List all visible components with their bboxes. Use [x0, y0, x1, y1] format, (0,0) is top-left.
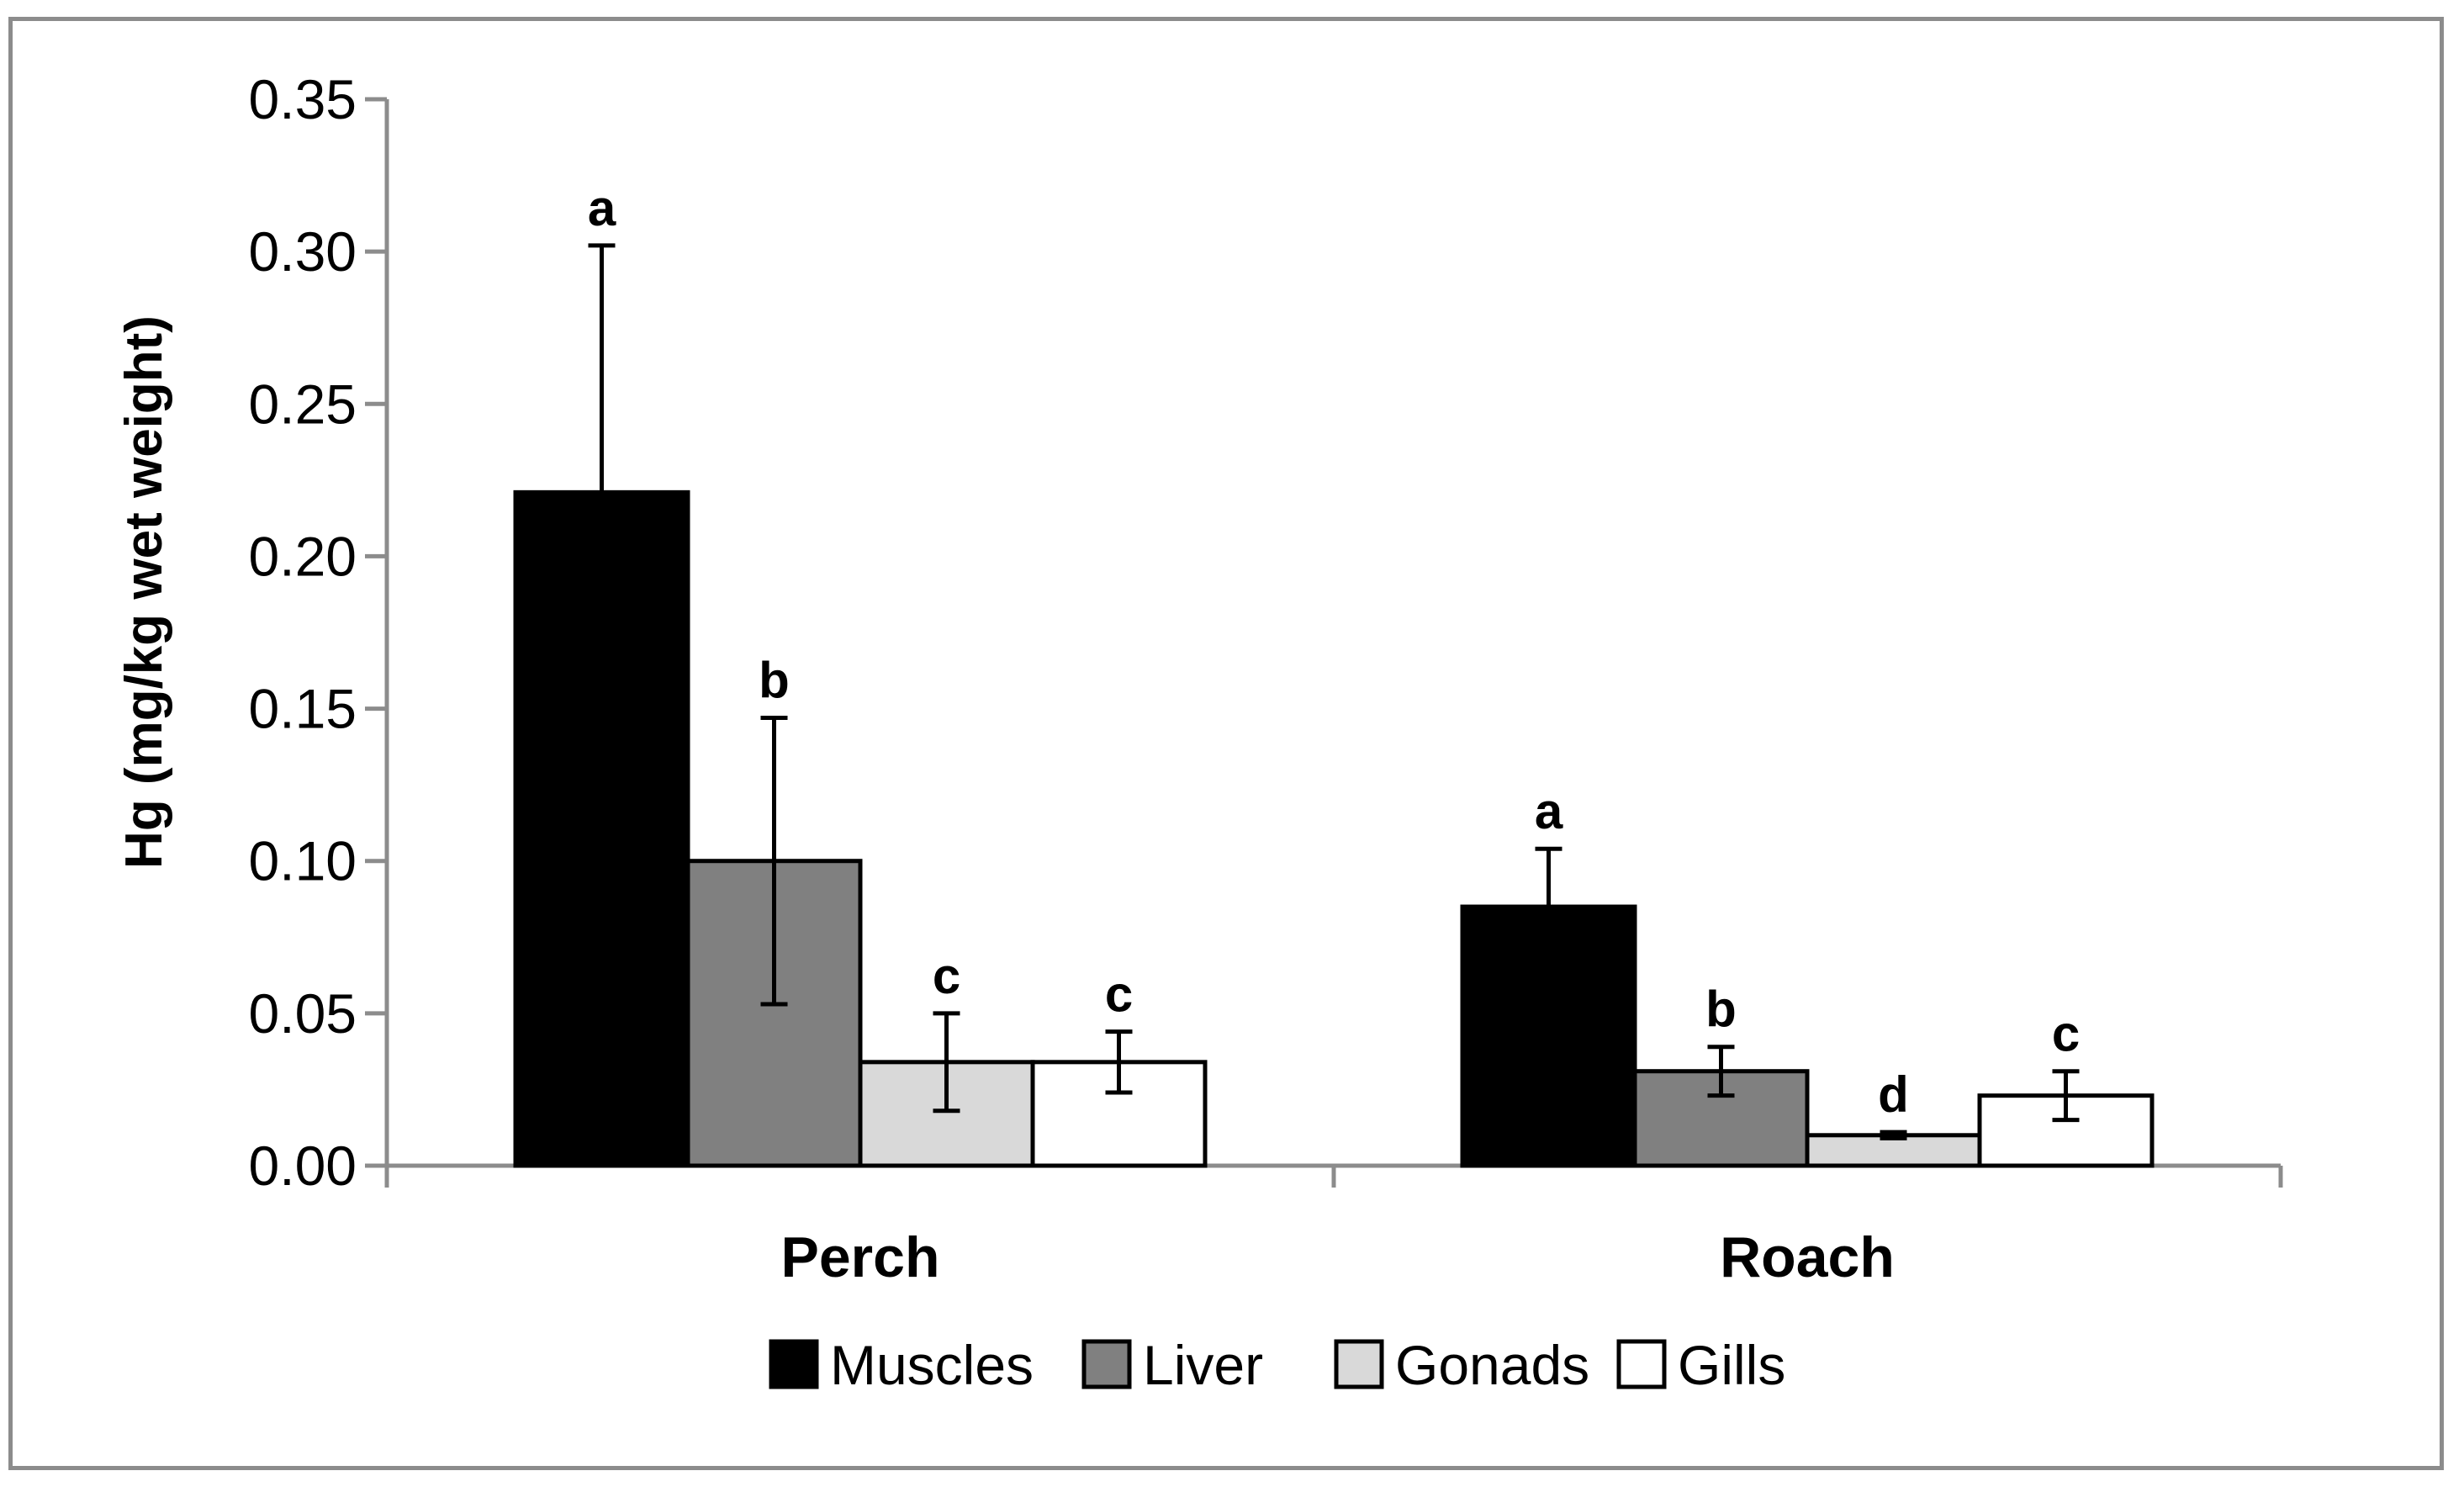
legend-swatch-gills	[1616, 1339, 1667, 1389]
legend-label-liver: Liver	[1143, 1334, 1263, 1396]
legend-label-gills: Gills	[1678, 1334, 1785, 1396]
significance-label: a	[1535, 783, 1563, 839]
y-axis: 0.00 0.05 0.10 0.15 0.20 0.25 0.30 0.35	[249, 68, 389, 1197]
significance-label: a	[588, 180, 616, 236]
significance-label: c	[2052, 1006, 2080, 1062]
y-tick-label: 0.30	[249, 220, 357, 283]
bar-muscles-perch	[513, 489, 690, 1168]
y-tick-label: 0.10	[249, 830, 357, 892]
bar-liver-perch	[685, 859, 863, 1168]
y-tick-label: 0.05	[249, 982, 357, 1045]
significance-labels: a b c c a b d c	[588, 180, 2080, 1123]
legend-swatch-gonads	[1334, 1339, 1384, 1389]
y-tick-label: 0.35	[249, 68, 357, 130]
significance-label: d	[1878, 1066, 1909, 1123]
x-category-label: Perch	[781, 1225, 940, 1289]
legend-swatch-muscles	[769, 1339, 819, 1389]
legend-label-gonads: Gonads	[1395, 1334, 1589, 1396]
legend: Muscles Liver Gonads Gills	[769, 1334, 1785, 1396]
legend-swatch-liver	[1081, 1339, 1132, 1389]
bars	[513, 243, 2155, 1168]
significance-label: c	[933, 948, 960, 1004]
legend-label-muscles: Muscles	[830, 1334, 1034, 1396]
bar-liver-roach	[1632, 1069, 1810, 1168]
chart-frame	[8, 17, 2444, 1470]
x-category-label: Roach	[1720, 1225, 1895, 1289]
y-tick-label: 0.25	[249, 373, 357, 435]
significance-label: b	[759, 652, 790, 708]
significance-label: c	[1105, 966, 1133, 1023]
y-axis-title: Hg (mg/kg wet weight)	[115, 315, 173, 869]
significance-label: b	[1705, 981, 1737, 1038]
y-tick-label: 0.20	[249, 525, 357, 587]
x-axis: Perch Roach	[384, 1163, 2283, 1289]
y-tick-label: 0.15	[249, 678, 357, 740]
y-tick-label: 0.00	[249, 1135, 357, 1197]
